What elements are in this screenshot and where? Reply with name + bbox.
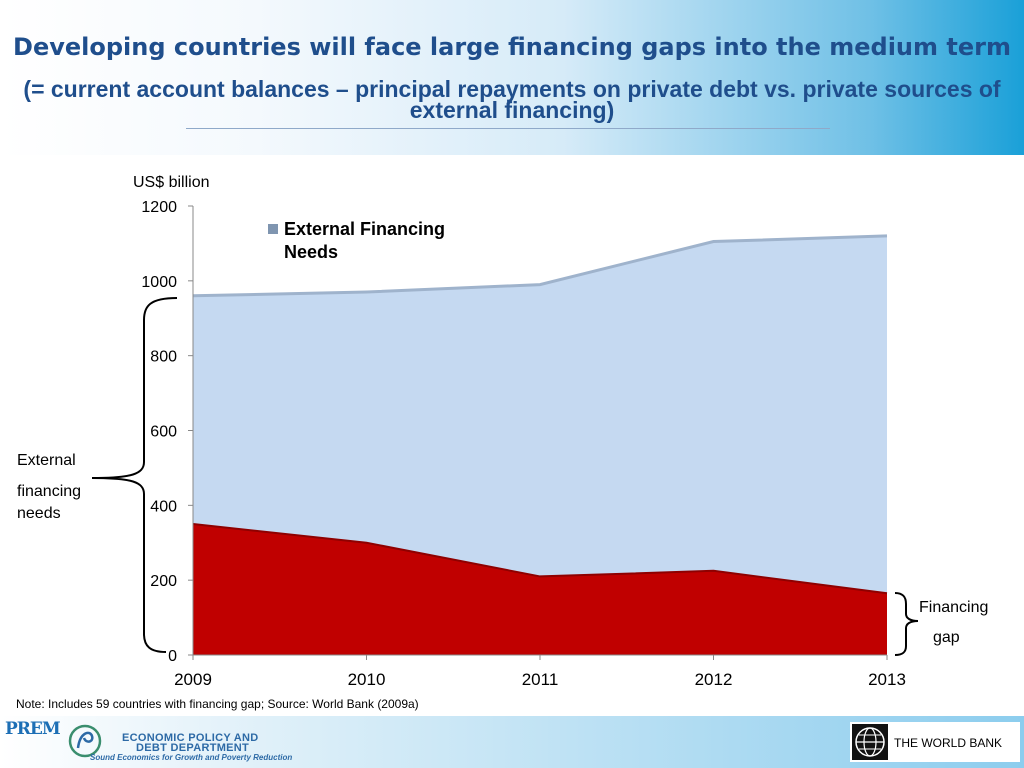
y-tick-label: 1000 xyxy=(141,274,177,291)
y-tick-label: 400 xyxy=(150,498,177,515)
brace-label-line-2: financing xyxy=(17,483,82,500)
gap-label-line-1: Financing xyxy=(919,599,989,616)
x-tick-label: 2010 xyxy=(348,670,386,689)
gap-label-line-2: gap xyxy=(933,629,960,646)
department-name: ECONOMIC POLICY AND DEBT DEPARTMENT xyxy=(122,732,259,754)
area-series-2-edge xyxy=(192,523,888,595)
chart-axes: 0 200 400 600 800 1000 1200 2009 2010 2011 2012 201… xyxy=(141,199,906,689)
y-tick-label: 200 xyxy=(150,573,177,590)
world-bank-name: THE WORLD BANK xyxy=(894,736,1003,750)
area-chart: US$ billion 0 200 400 600 800 1000 1200 2009 201… xyxy=(91,174,919,689)
source-note: Note: Includes 59 countries with financi… xyxy=(16,697,419,711)
globe-icon xyxy=(852,724,888,760)
slide-subtitle: (= current account balances – principal … xyxy=(23,76,1001,123)
y-tick-label: 600 xyxy=(150,424,177,441)
y-tick-label: 1200 xyxy=(141,199,177,216)
department-name-line-2: DEBT DEPARTMENT xyxy=(136,742,250,754)
x-tick-label: 2012 xyxy=(695,670,733,689)
chart-legend: External Financing Needs xyxy=(268,219,445,262)
legend-swatch xyxy=(268,224,278,234)
world-bank-logo: THE WORLD BANK xyxy=(850,722,1020,762)
legend-label: External Financing Needs xyxy=(284,219,445,262)
y-axis-label: US$ billion xyxy=(133,174,209,191)
title-divider xyxy=(186,128,830,129)
slide-title: Developing countries will face large fin… xyxy=(13,33,1011,61)
brace-label-line-3: needs xyxy=(17,505,61,522)
prem-logo-text: PREM xyxy=(5,719,61,739)
department-logo-icon xyxy=(68,724,102,758)
right-brace xyxy=(894,592,919,656)
slide-header: Developing countries will face large fin… xyxy=(0,0,1024,155)
slide-footer: PREM ECONOMIC POLICY AND DEBT DEPARTMENT… xyxy=(0,716,1024,768)
department-tagline: Sound Economics for Growth and Poverty R… xyxy=(90,753,293,762)
area-series-2 xyxy=(193,524,887,655)
x-tick-label: 2011 xyxy=(522,670,559,689)
y-tick-label: 0 xyxy=(168,648,177,665)
prem-logo: PREM xyxy=(5,721,61,763)
left-brace xyxy=(91,297,178,653)
brace-label-line-1: External xyxy=(17,452,76,469)
chart-areas xyxy=(192,234,888,655)
x-tick-label: 2009 xyxy=(174,670,212,689)
department-name-line-1: ECONOMIC POLICY AND xyxy=(122,732,259,744)
y-tick-label: 800 xyxy=(150,349,177,366)
area-series-1-edge xyxy=(192,234,888,298)
brace-annotations xyxy=(91,297,919,656)
x-tick-label: 2013 xyxy=(868,670,906,689)
